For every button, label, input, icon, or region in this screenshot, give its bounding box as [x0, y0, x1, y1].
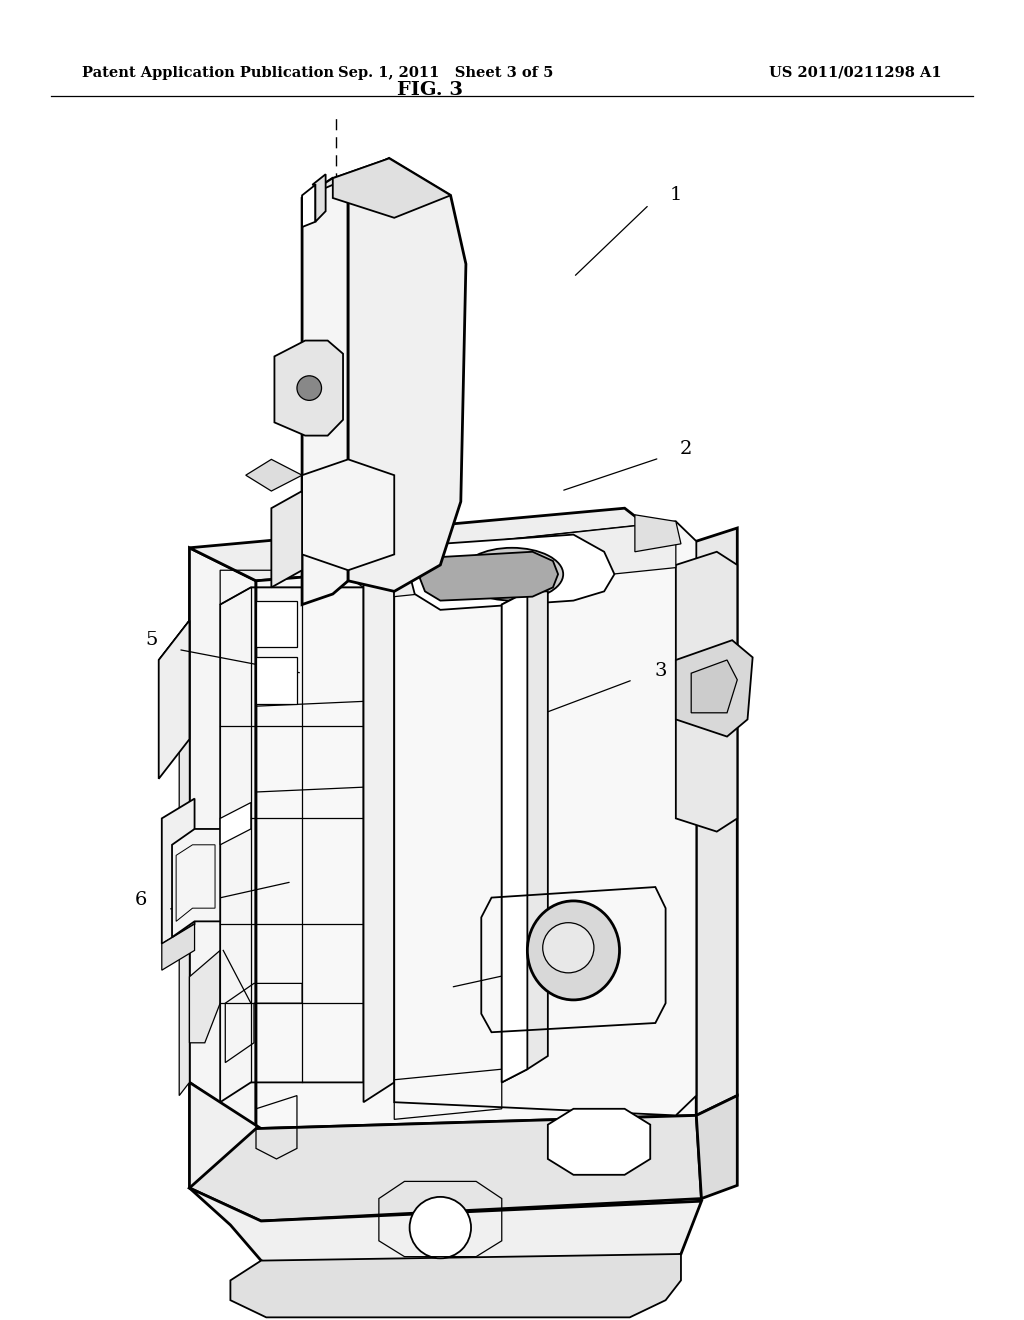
Polygon shape [162, 924, 195, 970]
Polygon shape [502, 591, 548, 1082]
Polygon shape [189, 508, 676, 581]
Polygon shape [676, 528, 737, 1115]
Circle shape [410, 1197, 471, 1258]
Polygon shape [394, 521, 696, 1115]
Polygon shape [274, 341, 343, 436]
Polygon shape [271, 475, 302, 587]
Polygon shape [302, 158, 389, 198]
Polygon shape [302, 178, 348, 605]
Polygon shape [189, 1188, 701, 1278]
Polygon shape [333, 158, 451, 218]
Polygon shape [394, 521, 676, 597]
Polygon shape [189, 1115, 701, 1221]
Text: US 2011/0211298 A1: US 2011/0211298 A1 [769, 66, 942, 79]
Text: 3: 3 [654, 661, 667, 680]
Polygon shape [302, 459, 394, 570]
Text: 1: 1 [670, 186, 682, 205]
Polygon shape [162, 799, 195, 944]
Polygon shape [256, 657, 297, 704]
Polygon shape [364, 552, 394, 1102]
Text: 4: 4 [598, 941, 610, 960]
Polygon shape [696, 1096, 737, 1199]
Polygon shape [179, 620, 189, 1096]
Polygon shape [348, 158, 466, 591]
Polygon shape [256, 548, 696, 1129]
Polygon shape [230, 1254, 681, 1317]
Polygon shape [548, 1109, 650, 1175]
Text: FIG. 3: FIG. 3 [397, 81, 463, 99]
Polygon shape [635, 515, 681, 552]
Ellipse shape [543, 923, 594, 973]
Polygon shape [172, 829, 220, 937]
Polygon shape [189, 548, 256, 1129]
Ellipse shape [461, 548, 563, 601]
Ellipse shape [527, 900, 620, 1001]
Polygon shape [312, 174, 326, 222]
Polygon shape [159, 620, 189, 779]
Text: 6: 6 [135, 891, 147, 909]
Polygon shape [256, 601, 297, 647]
Circle shape [297, 376, 322, 400]
Polygon shape [410, 535, 614, 610]
Polygon shape [246, 459, 302, 491]
Text: Patent Application Publication: Patent Application Publication [82, 66, 334, 79]
Polygon shape [691, 660, 737, 713]
Polygon shape [502, 591, 527, 1082]
Text: 5: 5 [145, 631, 158, 649]
Text: Sep. 1, 2011   Sheet 3 of 5: Sep. 1, 2011 Sheet 3 of 5 [338, 66, 553, 79]
Polygon shape [302, 185, 315, 227]
Polygon shape [220, 803, 251, 845]
Polygon shape [676, 640, 753, 737]
Polygon shape [189, 950, 220, 1043]
Polygon shape [420, 552, 558, 601]
Text: 2: 2 [680, 440, 692, 458]
Polygon shape [676, 552, 737, 832]
Polygon shape [189, 1082, 261, 1221]
